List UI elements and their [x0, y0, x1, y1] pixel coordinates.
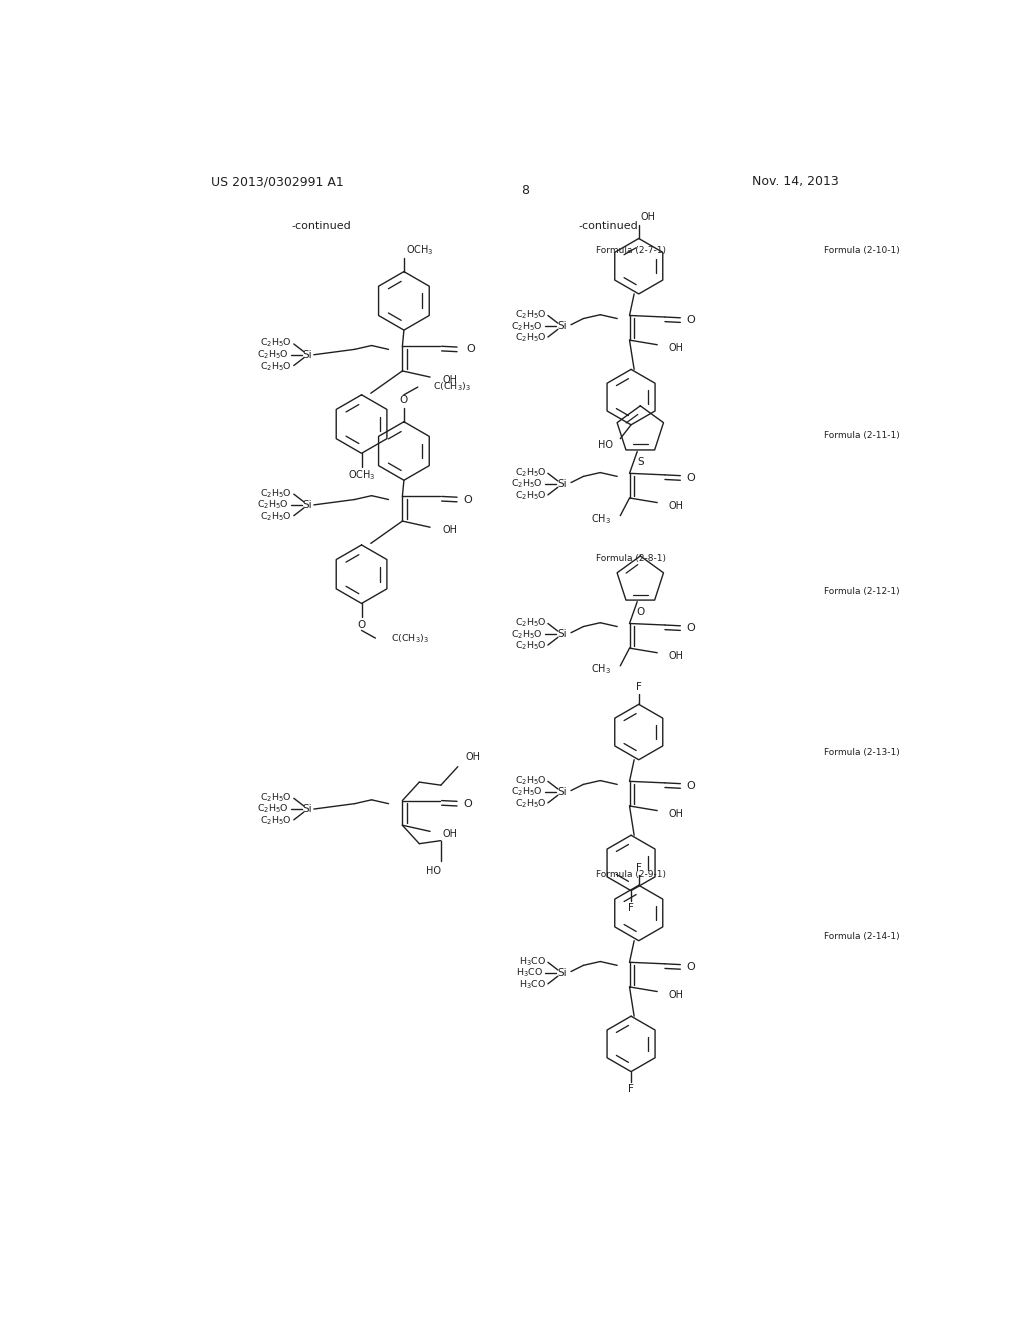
Text: C$_2$H$_5$O: C$_2$H$_5$O: [515, 775, 547, 787]
Text: Formula (2-7-1): Formula (2-7-1): [596, 247, 667, 255]
Text: C$_2$H$_5$O: C$_2$H$_5$O: [260, 791, 292, 804]
Text: OCH$_3$: OCH$_3$: [407, 243, 434, 257]
Text: O: O: [686, 473, 695, 483]
Text: Formula (2-9-1): Formula (2-9-1): [596, 870, 667, 879]
Text: Si: Si: [557, 321, 566, 331]
Text: O: O: [466, 345, 475, 354]
Text: OH: OH: [668, 990, 683, 999]
Text: C$_2$H$_5$O: C$_2$H$_5$O: [260, 360, 292, 372]
Text: 8: 8: [521, 185, 528, 197]
Text: C$_2$H$_5$O: C$_2$H$_5$O: [260, 814, 292, 826]
Text: C$_2$H$_5$O: C$_2$H$_5$O: [260, 511, 292, 523]
Text: O: O: [463, 495, 472, 504]
Text: Si: Si: [557, 968, 566, 978]
Text: O: O: [686, 315, 695, 325]
Text: Formula (2-11-1): Formula (2-11-1): [823, 432, 899, 440]
Text: C(CH$_3$)$_3$: C(CH$_3$)$_3$: [391, 632, 429, 645]
Text: O: O: [686, 623, 695, 634]
Text: C$_2$H$_5$O: C$_2$H$_5$O: [257, 803, 289, 816]
Text: Nov. 14, 2013: Nov. 14, 2013: [753, 176, 839, 187]
Text: C$_2$H$_5$O: C$_2$H$_5$O: [515, 331, 547, 345]
Text: F: F: [628, 1084, 634, 1093]
Text: OH: OH: [668, 809, 683, 818]
Text: HO: HO: [598, 440, 612, 450]
Text: Formula (2-13-1): Formula (2-13-1): [823, 748, 899, 758]
Text: O: O: [399, 395, 408, 405]
Text: -continued: -continued: [579, 222, 638, 231]
Text: H$_3$CO: H$_3$CO: [519, 978, 547, 991]
Text: OH: OH: [442, 375, 458, 385]
Text: OH: OH: [466, 752, 480, 763]
Text: C$_2$H$_5$O: C$_2$H$_5$O: [515, 797, 547, 810]
Text: Si: Si: [303, 500, 312, 510]
Text: H$_3$CO: H$_3$CO: [519, 956, 547, 968]
Text: OH: OH: [442, 525, 458, 536]
Text: O: O: [357, 620, 366, 630]
Text: C$_2$H$_5$O: C$_2$H$_5$O: [515, 466, 547, 479]
Text: OH: OH: [668, 651, 683, 661]
Text: Formula (2-14-1): Formula (2-14-1): [823, 932, 899, 941]
Text: C$_2$H$_5$O: C$_2$H$_5$O: [512, 319, 544, 333]
Text: C(CH$_3$)$_3$: C(CH$_3$)$_3$: [433, 380, 471, 392]
Text: HO: HO: [426, 866, 440, 875]
Text: OCH$_3$: OCH$_3$: [348, 469, 376, 482]
Text: OH: OH: [640, 213, 655, 222]
Text: US 2013/0302991 A1: US 2013/0302991 A1: [211, 176, 344, 187]
Text: F: F: [636, 863, 642, 874]
Text: Si: Si: [303, 350, 312, 360]
Text: C$_2$H$_5$O: C$_2$H$_5$O: [260, 487, 292, 499]
Text: O: O: [686, 781, 695, 791]
Text: Formula (2-10-1): Formula (2-10-1): [823, 247, 899, 255]
Text: Formula (2-12-1): Formula (2-12-1): [823, 586, 899, 595]
Text: C$_2$H$_5$O: C$_2$H$_5$O: [515, 616, 547, 628]
Text: -continued: -continued: [292, 222, 351, 231]
Text: F: F: [636, 682, 642, 693]
Text: Formula (2-8-1): Formula (2-8-1): [596, 554, 667, 564]
Text: Si: Si: [557, 630, 566, 639]
Text: O: O: [463, 799, 472, 809]
Text: H$_3$CO: H$_3$CO: [516, 966, 544, 979]
Text: C$_2$H$_5$O: C$_2$H$_5$O: [512, 478, 544, 490]
Text: C$_2$H$_5$O: C$_2$H$_5$O: [260, 337, 292, 350]
Text: OH: OH: [668, 343, 683, 352]
Text: C$_2$H$_5$O: C$_2$H$_5$O: [515, 490, 547, 502]
Text: C$_2$H$_5$O: C$_2$H$_5$O: [257, 348, 289, 360]
Text: C$_2$H$_5$O: C$_2$H$_5$O: [515, 640, 547, 652]
Text: C$_2$H$_5$O: C$_2$H$_5$O: [512, 785, 544, 799]
Text: Si: Si: [557, 479, 566, 490]
Text: Si: Si: [557, 787, 566, 797]
Text: OH: OH: [442, 829, 458, 840]
Text: S: S: [637, 457, 644, 467]
Text: C$_2$H$_5$O: C$_2$H$_5$O: [512, 628, 544, 640]
Text: C$_2$H$_5$O: C$_2$H$_5$O: [257, 499, 289, 511]
Text: OH: OH: [668, 500, 683, 511]
Text: Si: Si: [303, 804, 312, 814]
Text: F: F: [628, 903, 634, 912]
Text: CH$_3$: CH$_3$: [591, 663, 611, 676]
Text: CH$_3$: CH$_3$: [591, 512, 611, 525]
Text: C$_2$H$_5$O: C$_2$H$_5$O: [515, 309, 547, 321]
Text: O: O: [636, 607, 644, 618]
Text: O: O: [686, 962, 695, 972]
